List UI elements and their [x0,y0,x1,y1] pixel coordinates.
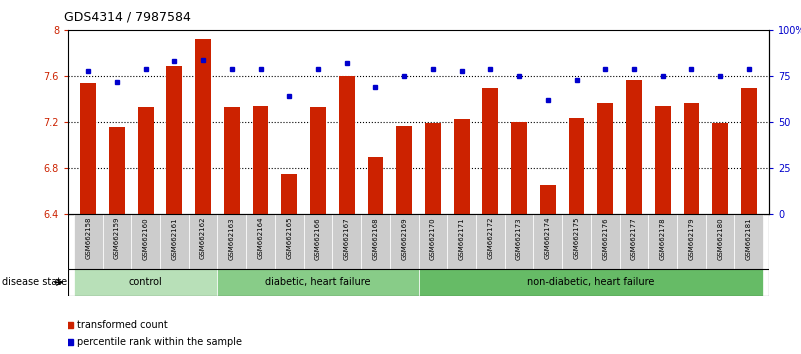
Bar [252,106,268,214]
Bar [425,123,441,214]
Text: GSM662180: GSM662180 [717,217,723,259]
Bar [189,214,217,269]
Bar [677,214,706,269]
Bar [217,269,419,296]
Bar [418,214,447,269]
Bar [74,214,103,269]
Bar [361,214,390,269]
Bar [167,66,183,214]
Bar [160,214,189,269]
Bar [109,127,125,214]
Bar [138,107,154,214]
Bar [683,103,699,214]
Text: GSM662173: GSM662173 [516,217,522,259]
Bar [712,123,728,214]
Bar [332,214,361,269]
Text: GSM662175: GSM662175 [574,217,579,259]
Bar [275,214,304,269]
Text: GSM662177: GSM662177 [631,217,637,259]
Text: GSM662166: GSM662166 [315,217,321,259]
Bar [418,269,763,296]
Text: GSM662165: GSM662165 [286,217,292,259]
Text: disease state: disease state [2,277,66,287]
Bar [310,107,326,214]
Bar [505,214,533,269]
Text: diabetic, heart failure: diabetic, heart failure [265,277,371,287]
Bar [654,106,670,214]
Bar [195,39,211,214]
Bar [103,214,131,269]
Text: non-diabetic, heart failure: non-diabetic, heart failure [527,277,654,287]
Text: GSM662179: GSM662179 [688,217,694,259]
Bar [562,214,591,269]
Text: percentile rank within the sample: percentile rank within the sample [77,337,242,347]
Bar [626,80,642,214]
Text: GSM662169: GSM662169 [401,217,407,259]
Bar [591,214,620,269]
Text: GSM662158: GSM662158 [85,217,91,259]
Bar [511,122,527,214]
Text: GSM662178: GSM662178 [660,217,666,259]
Text: GSM662159: GSM662159 [114,217,120,259]
Bar [598,103,613,214]
Text: GSM662174: GSM662174 [545,217,551,259]
Bar [741,87,757,214]
Text: GSM662164: GSM662164 [258,217,264,259]
Bar [224,107,239,214]
Text: GSM662168: GSM662168 [372,217,378,259]
Text: GSM662181: GSM662181 [746,217,752,259]
Text: GSM662172: GSM662172 [487,217,493,259]
Text: GDS4314 / 7987584: GDS4314 / 7987584 [64,11,191,24]
Bar [540,185,556,214]
Bar [706,214,735,269]
Text: GSM662160: GSM662160 [143,217,149,259]
Bar [74,269,217,296]
Bar [620,214,648,269]
Bar [569,118,585,214]
Text: GSM662167: GSM662167 [344,217,350,259]
Bar [735,214,763,269]
Text: GSM662163: GSM662163 [229,217,235,259]
Bar [482,87,498,214]
Bar [339,76,355,214]
Text: transformed count: transformed count [77,320,167,330]
Bar [533,214,562,269]
Text: GSM662171: GSM662171 [459,217,465,259]
Bar [368,156,384,214]
Bar [281,174,297,214]
Bar [476,214,505,269]
Bar [80,83,96,214]
Bar [453,119,469,214]
Bar [217,214,246,269]
Text: GSM662176: GSM662176 [602,217,608,259]
Bar [648,214,677,269]
Text: GSM662162: GSM662162 [200,217,206,259]
Bar [390,214,418,269]
Bar [304,214,332,269]
Text: control: control [129,277,163,287]
Text: GSM662170: GSM662170 [430,217,436,259]
Bar [396,126,412,214]
Bar [131,214,160,269]
Text: GSM662161: GSM662161 [171,217,177,259]
Bar [246,214,275,269]
Bar [447,214,476,269]
